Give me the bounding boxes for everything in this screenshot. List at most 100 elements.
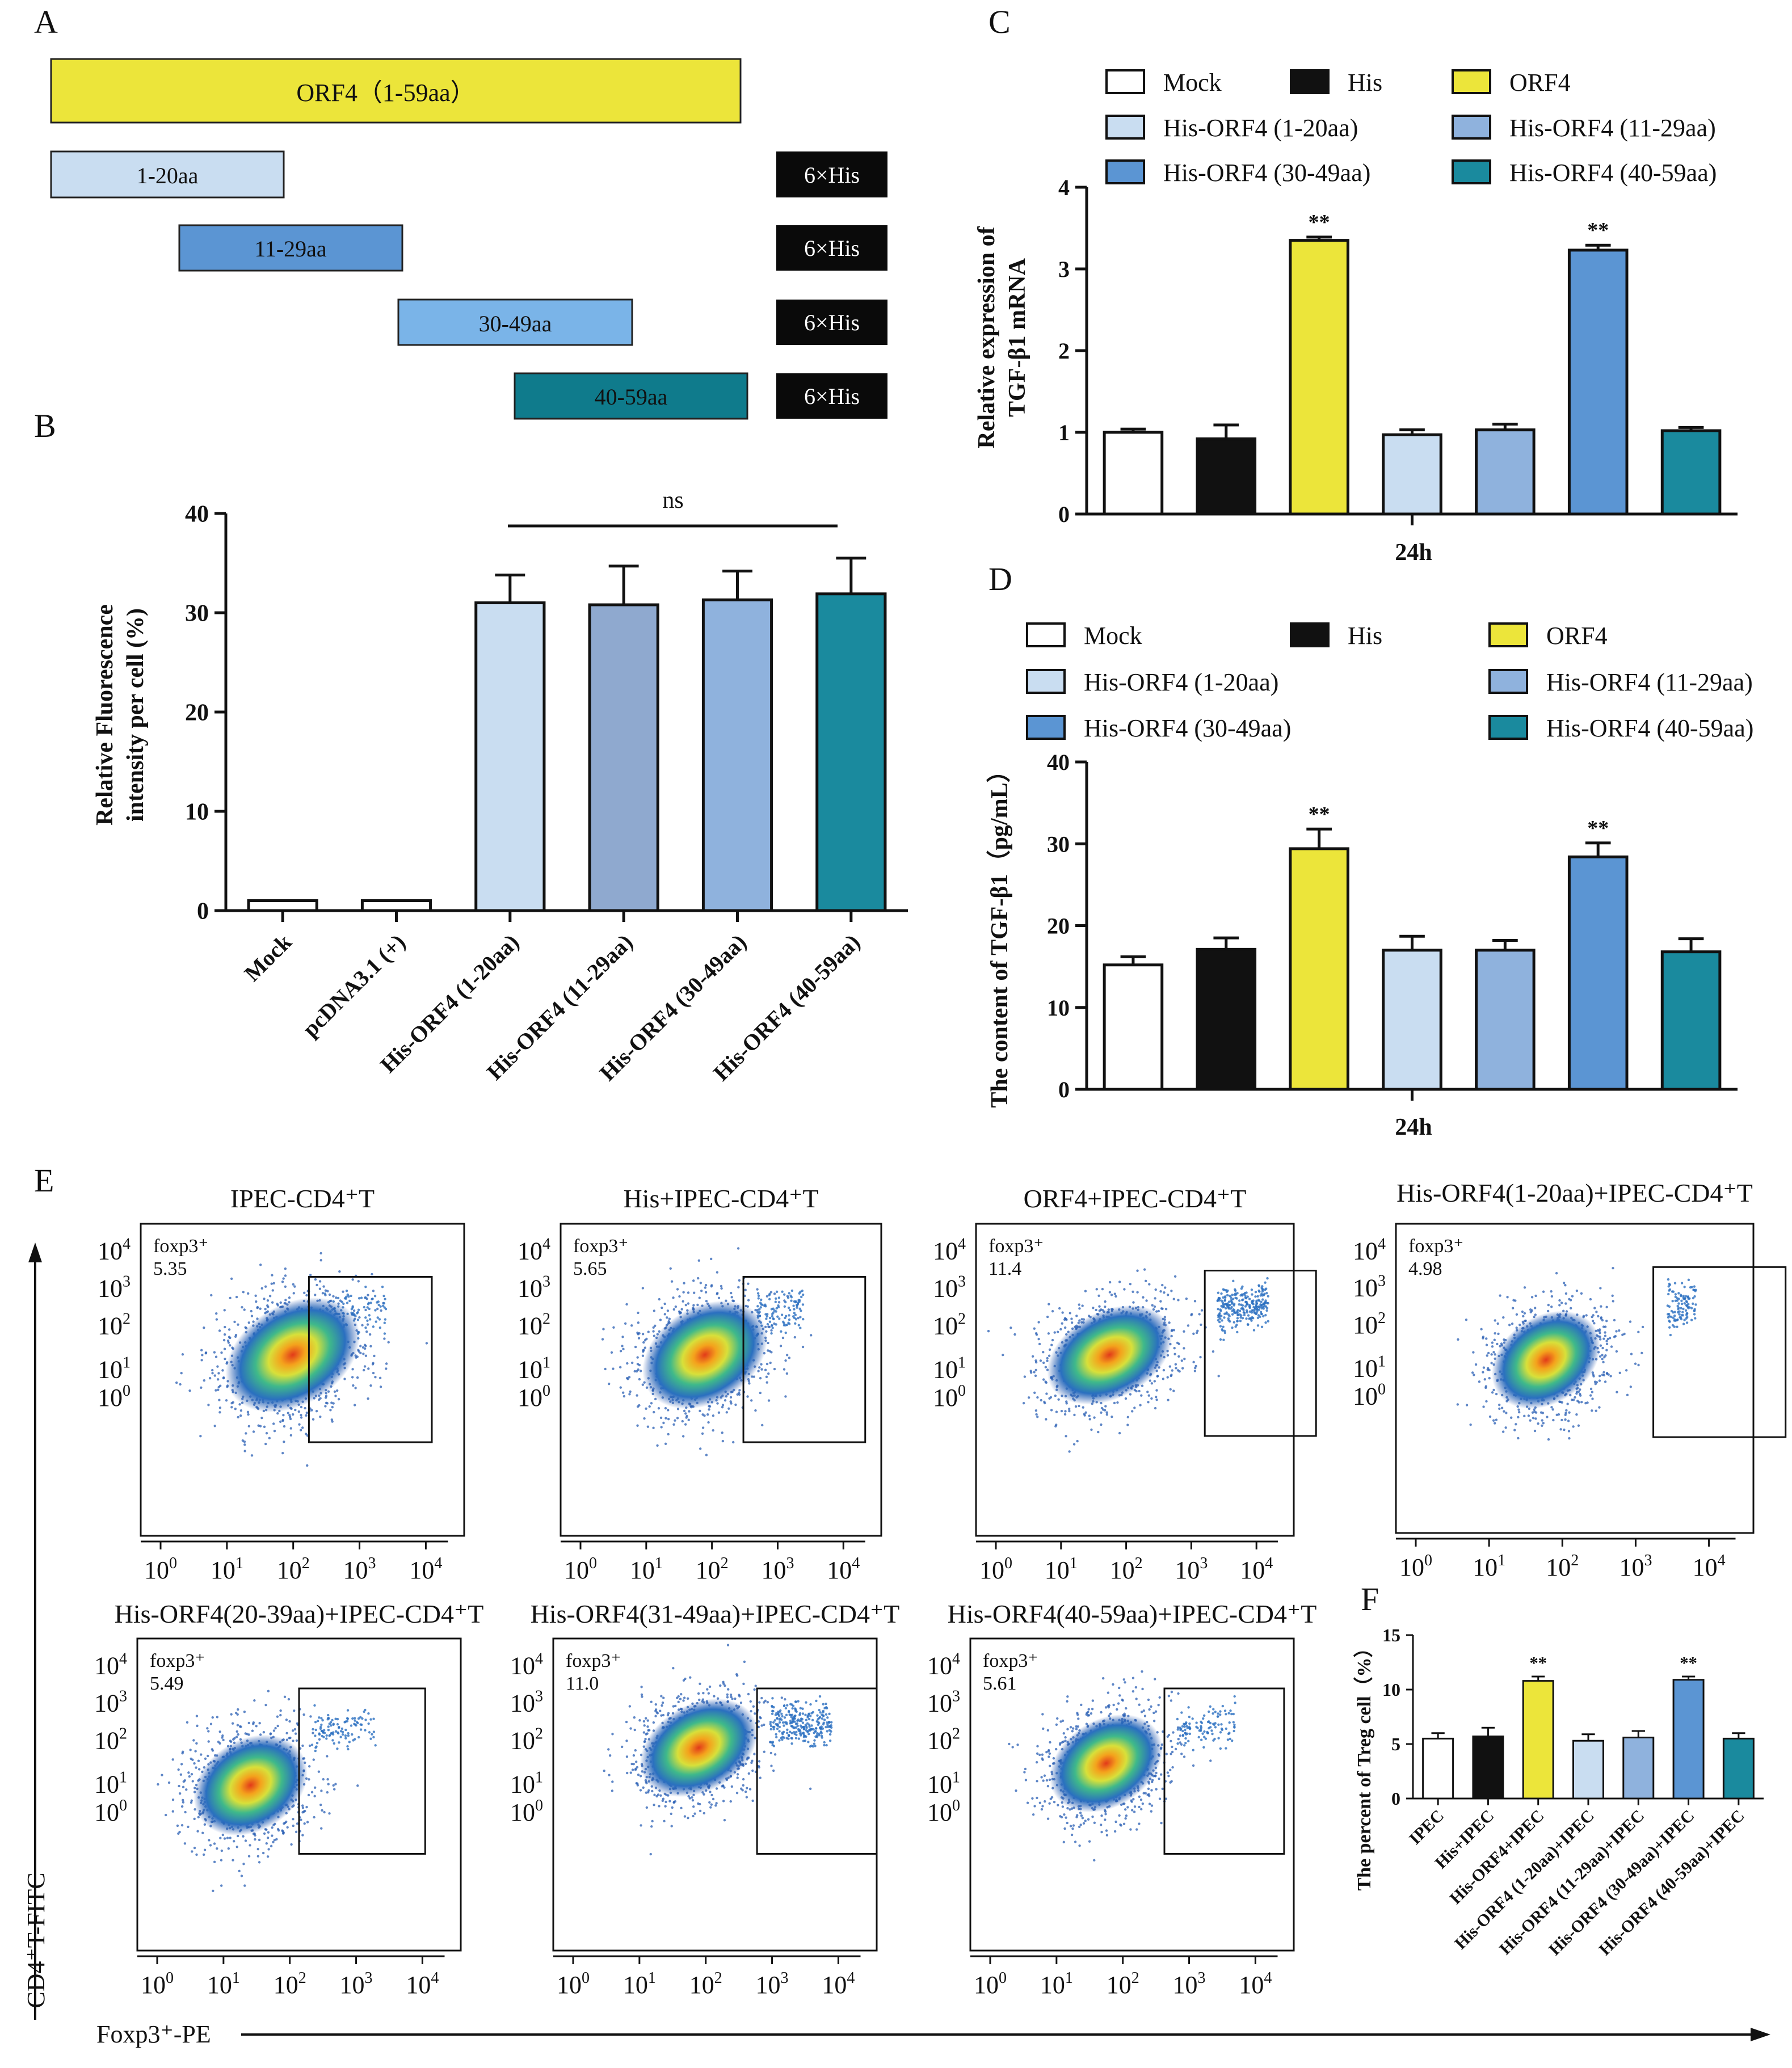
- scatter-dot: [760, 1368, 763, 1371]
- scatter-dot: [716, 1271, 719, 1274]
- x-axis: 100 101 102 103 104: [141, 1540, 448, 1584]
- scatter-dot: [1171, 1369, 1174, 1372]
- flow-plot-title: His+IPEC-CD4⁺T: [623, 1184, 818, 1213]
- x-tick-label: 101: [211, 1555, 243, 1584]
- legend-swatch: [1488, 715, 1528, 740]
- scatter-dot: [628, 1376, 631, 1379]
- scatter-dot: [1036, 1396, 1039, 1399]
- scatter-dot: [797, 1299, 800, 1302]
- scatter-dot: [1604, 1331, 1606, 1334]
- scatter-dot: [1260, 1286, 1263, 1290]
- scatter-dot: [362, 1353, 365, 1355]
- legend-label: His-ORF4 (40-59aa): [1509, 159, 1717, 187]
- scatter-dot: [1050, 1409, 1053, 1412]
- scatter-dot: [1259, 1303, 1262, 1306]
- scatter-dot: [308, 1744, 312, 1747]
- scatter-dot: [1151, 1304, 1154, 1307]
- scatter-dot: [365, 1330, 368, 1333]
- scatter-dot: [1142, 1296, 1145, 1299]
- scatter-dot: [771, 1312, 774, 1316]
- scatter-dot: [744, 1288, 747, 1291]
- legend-label: ORF4: [1546, 622, 1608, 650]
- scatter-dot: [425, 1342, 428, 1345]
- scatter-dot: [792, 1304, 795, 1307]
- legend-label: Mock: [1084, 622, 1142, 650]
- scatter-dot: [371, 1273, 373, 1276]
- scatter-dot: [318, 1738, 321, 1741]
- scatter-dot: [1108, 1291, 1112, 1294]
- scatter-dot: [1154, 1406, 1157, 1410]
- scatter-dot: [1218, 1320, 1221, 1324]
- legend-swatch: [1026, 622, 1066, 647]
- scatter-dot: [1076, 1439, 1079, 1443]
- scatter-dot: [367, 1367, 370, 1370]
- scatter-dot: [182, 1785, 185, 1789]
- scatter-dot: [664, 1442, 667, 1445]
- scatter-dot: [1482, 1405, 1485, 1408]
- scatter-dot: [1199, 1355, 1202, 1359]
- scatter-dot: [376, 1307, 379, 1311]
- scatter-dot: [179, 1383, 182, 1386]
- scatter-dot: [1195, 1331, 1198, 1334]
- scatter-dot: [1162, 1368, 1166, 1372]
- scatter-dot: [1682, 1296, 1685, 1299]
- scatter-dot: [777, 1296, 781, 1299]
- scatter-dot: [1485, 1337, 1488, 1340]
- scatter-dot: [767, 1341, 769, 1345]
- scatter-dot: [256, 1847, 259, 1851]
- scatter-dot: [708, 1408, 710, 1411]
- scatter-dot: [624, 1322, 627, 1325]
- scatter-dot: [800, 1309, 802, 1312]
- scatter-dot: [653, 1309, 656, 1312]
- scatter-dot: [297, 1410, 300, 1413]
- scatter-dot: [643, 1417, 646, 1420]
- scatter-dot: [351, 1376, 354, 1379]
- x-axis: 100 101 102 103 104: [976, 1540, 1278, 1584]
- scatter-dot: [1604, 1380, 1607, 1383]
- scatter-dot: [1220, 1304, 1223, 1308]
- scatter-dot: [1146, 1391, 1149, 1393]
- bar: [815, 592, 887, 912]
- scatter-dot: [1623, 1332, 1626, 1336]
- scatter-dot: [1679, 1316, 1681, 1319]
- scatter-dot: [367, 1303, 370, 1305]
- scatter-dot: [1568, 1437, 1571, 1440]
- scatter-dot: [1504, 1426, 1507, 1429]
- y-tick-label: 0: [1058, 502, 1070, 527]
- scatter-dot: [784, 1359, 787, 1362]
- scatter-dot: [264, 1308, 267, 1311]
- scatter-dot: [228, 1344, 232, 1347]
- scatter-dot: [1542, 1290, 1545, 1293]
- x-tick-label: 100: [564, 1555, 597, 1584]
- scatter-dot: [284, 1267, 287, 1270]
- scatter-dot: [285, 1820, 288, 1823]
- scatter-dot: [1567, 1430, 1571, 1433]
- scatter-dot: [315, 1409, 318, 1413]
- legend-label: ORF4: [1509, 69, 1571, 96]
- scatter-dot: [322, 1285, 325, 1288]
- scatter-dot: [177, 1768, 180, 1771]
- scatter-dot: [195, 1853, 198, 1856]
- scatter-dot: [1668, 1326, 1671, 1329]
- scatter-dot: [243, 1308, 246, 1311]
- scatter-dot: [1693, 1285, 1696, 1288]
- scatter-dot: [340, 1300, 343, 1303]
- scatter-dot: [1511, 1322, 1514, 1325]
- scatter-dot: [756, 1305, 759, 1308]
- x-tick-label: Mock: [239, 929, 297, 986]
- scatter-dot: [707, 1421, 710, 1424]
- legend-label: His-ORF4 (11-29aa): [1546, 668, 1753, 696]
- y-tick-label: 103: [933, 1273, 966, 1303]
- scatter-dot: [263, 1832, 266, 1835]
- scatter-dot: [1560, 1302, 1563, 1304]
- scatter-dot: [1183, 1330, 1185, 1333]
- scatter-dot: [1564, 1412, 1567, 1414]
- scatter-dot: [1615, 1330, 1618, 1333]
- scatter-dot: [1574, 1396, 1576, 1399]
- scatter-dot: [378, 1376, 382, 1379]
- scatter-dot: [367, 1397, 369, 1400]
- scatter-dot: [1487, 1367, 1490, 1370]
- y-tick-label: 10: [185, 799, 209, 825]
- foxp3-gate: [308, 1276, 433, 1443]
